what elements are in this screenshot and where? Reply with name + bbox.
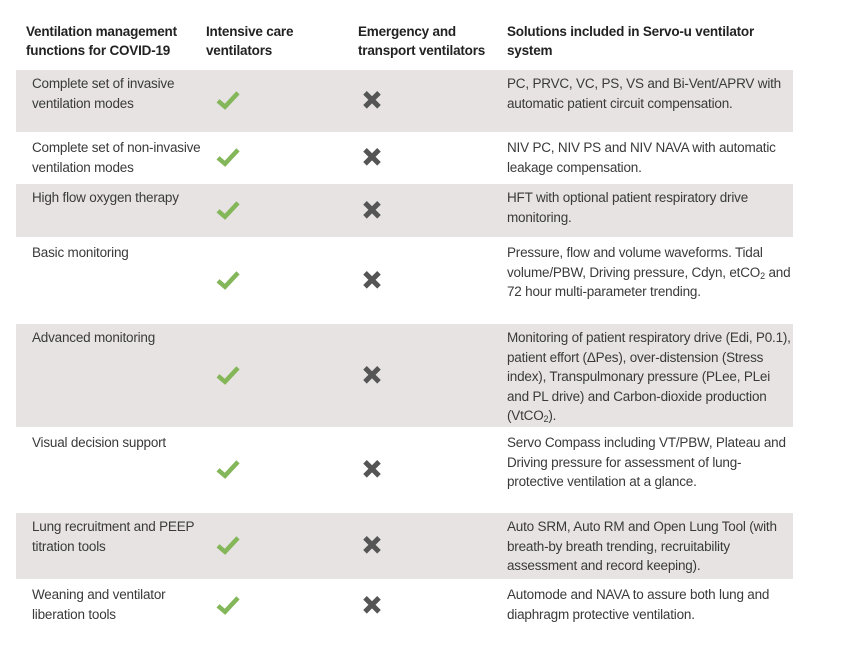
transport-cell	[358, 188, 507, 231]
check-icon	[216, 90, 240, 116]
check-icon	[216, 147, 240, 173]
table-row: Complete set of non-invasive ventilation…	[16, 134, 793, 182]
header-solutions: Solutions included in Servo-u ventilator…	[507, 24, 755, 58]
function-cell: Visual decision support	[32, 435, 166, 450]
check-icon	[216, 364, 240, 390]
transport-cell	[358, 328, 507, 421]
check-icon	[216, 535, 240, 561]
icu-cell	[206, 138, 358, 176]
table-row: High flow oxygen therapy HFT with option…	[16, 184, 793, 237]
solution-cell: NIV PC, NIV PS and NIV NAVA with automat…	[507, 140, 776, 175]
function-cell: Advanced monitoring	[32, 330, 156, 345]
transport-cell	[358, 517, 507, 573]
cross-icon	[362, 535, 382, 561]
table-row: Lung recruitment and PEEP titration tool…	[16, 513, 793, 579]
table-row: Complete set of invasive ventilation mod…	[16, 70, 793, 132]
header-icu: Intensive care ventilators	[206, 24, 294, 58]
function-cell: High flow oxygen therapy	[32, 190, 179, 205]
transport-cell	[358, 138, 507, 176]
cross-icon	[362, 147, 382, 173]
icu-cell	[206, 433, 358, 505]
solution-cell: Servo Compass including VT/PBW, Plateau …	[507, 435, 786, 489]
check-icon	[216, 459, 240, 485]
function-cell: Complete set of non-invasive ventilation…	[32, 140, 201, 175]
transport-cell	[358, 74, 507, 126]
cross-icon	[362, 595, 382, 621]
icu-cell	[206, 328, 358, 421]
table-body: Complete set of invasive ventilation mod…	[16, 70, 793, 631]
solution-cell: PC, PRVC, VC, PS, VS and Bi-Vent/APRV wi…	[507, 76, 781, 111]
function-cell: Lung recruitment and PEEP titration tool…	[32, 519, 195, 554]
table-header: Ventilation management functions for COV…	[16, 22, 793, 70]
transport-cell	[358, 585, 507, 625]
function-cell: Basic monitoring	[32, 245, 129, 260]
table-row: Visual decision support Servo Compass in…	[16, 429, 793, 511]
cross-icon	[362, 90, 382, 116]
cross-icon	[362, 364, 382, 390]
check-icon	[216, 199, 240, 225]
solution-cell: Monitoring of patient respiratory drive …	[507, 330, 791, 424]
table-row: Weaning and ventilator liberation tools …	[16, 581, 793, 631]
function-cell: Complete set of invasive ventilation mod…	[32, 76, 175, 111]
icu-cell	[206, 188, 358, 231]
header-functions: Ventilation management functions for COV…	[26, 24, 177, 58]
check-icon	[216, 595, 240, 621]
function-cell: Weaning and ventilator liberation tools	[32, 587, 166, 622]
icu-cell	[206, 517, 358, 573]
comparison-table: Ventilation management functions for COV…	[16, 22, 793, 633]
solution-cell: Pressure, flow and volume waveforms. Tid…	[507, 245, 791, 299]
cross-icon	[362, 459, 382, 485]
header-transport: Emergency and transport ventilators	[358, 24, 486, 58]
table-row: Basic monitoring Pressure, flow and volu…	[16, 239, 793, 322]
transport-cell	[358, 433, 507, 505]
transport-cell	[358, 243, 507, 316]
solution-cell: Auto SRM, Auto RM and Open Lung Tool (wi…	[507, 519, 777, 573]
solution-cell: Automode and NAVA to assure both lung an…	[507, 587, 770, 622]
icu-cell	[206, 74, 358, 126]
cross-icon	[362, 269, 382, 295]
check-icon	[216, 269, 240, 295]
cross-icon	[362, 199, 382, 225]
icu-cell	[206, 585, 358, 625]
table-row: Advanced monitoring Monitoring of patien…	[16, 324, 793, 427]
icu-cell	[206, 243, 358, 316]
solution-cell: HFT with optional patient respiratory dr…	[507, 190, 749, 225]
